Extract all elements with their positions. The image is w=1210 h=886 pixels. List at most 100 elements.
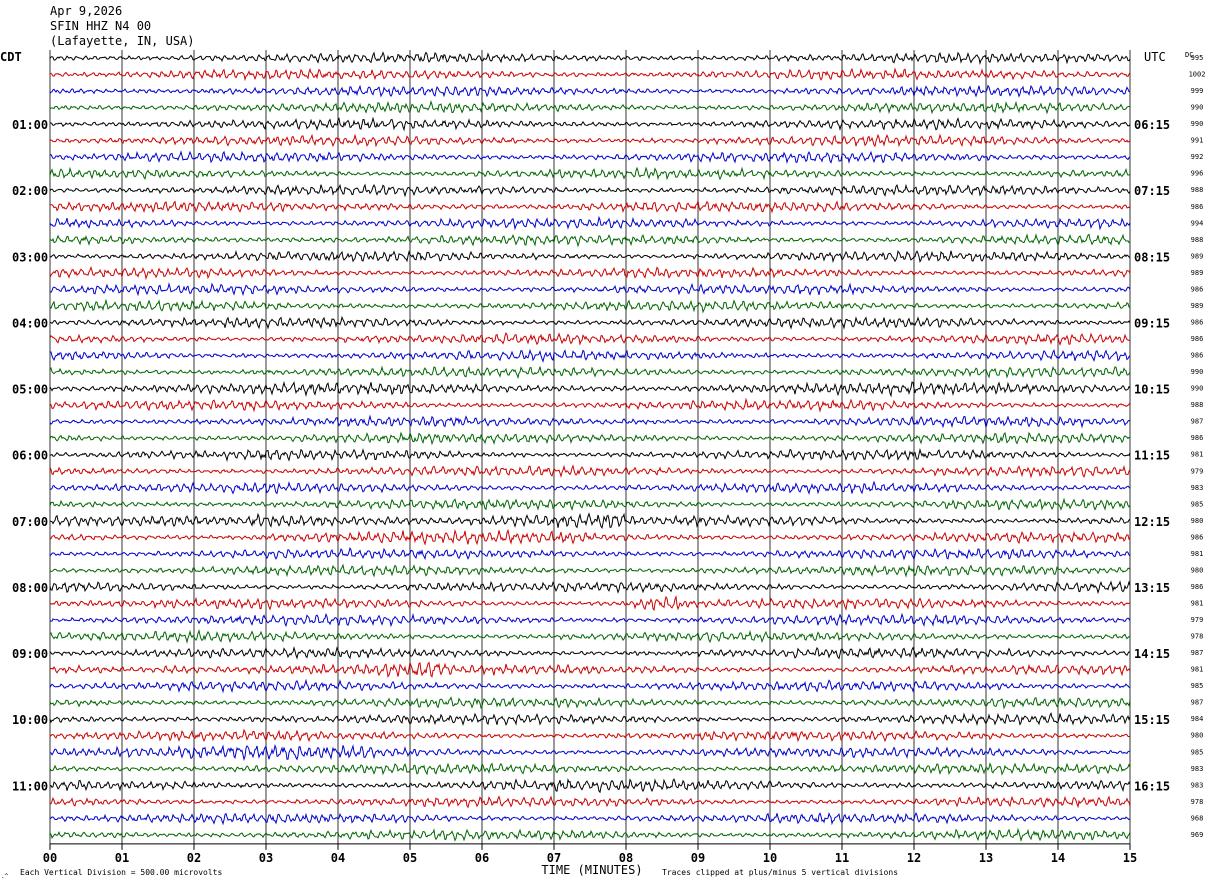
dc-value: 985 <box>1191 682 1204 690</box>
dc-value: 986 <box>1191 533 1204 541</box>
trace-row-11 <box>49 233 1131 248</box>
left-time-label: 07:00 <box>12 515 48 529</box>
x-tick-label: 14 <box>1051 851 1065 865</box>
x-tick-label: 00 <box>43 851 57 865</box>
trace-row-13 <box>49 265 1131 281</box>
left-time-label: 04:00 <box>12 316 48 330</box>
trace-row-39 <box>49 696 1131 710</box>
trace-row-44 <box>49 777 1131 794</box>
dc-value: 986 <box>1191 318 1204 326</box>
trace-row-33 <box>49 595 1131 612</box>
x-tick-label: 04 <box>331 851 345 865</box>
left-time-label: 01:00 <box>12 118 48 132</box>
dc-value: 978 <box>1191 633 1204 641</box>
left-time-label: 10:00 <box>12 713 48 727</box>
trace-row-35 <box>49 628 1131 644</box>
trace-row-26 <box>49 480 1131 495</box>
right-time-label: 12:15 <box>1134 515 1170 529</box>
trace-row-25 <box>49 464 1131 479</box>
dc-value: 986 <box>1191 352 1204 360</box>
dc-value: 981 <box>1191 599 1204 607</box>
x-tick-label: 10 <box>763 851 777 865</box>
right-time-label: 13:15 <box>1134 581 1170 595</box>
right-time-label: 15:15 <box>1134 713 1170 727</box>
x-tick-label: 07 <box>547 851 561 865</box>
dc-value: 995 <box>1191 54 1204 62</box>
dc-value: 999 <box>1191 87 1204 95</box>
dc-value: 969 <box>1191 831 1204 839</box>
dc-value: 994 <box>1191 219 1204 227</box>
dc-value: 992 <box>1191 153 1204 161</box>
trace-row-15 <box>49 298 1131 314</box>
dc-value: 1002 <box>1189 71 1206 79</box>
right-time-label: 14:15 <box>1134 647 1170 661</box>
x-tick-label: 01 <box>115 851 129 865</box>
trace-row-6 <box>49 150 1131 165</box>
trace-row-14 <box>49 282 1131 297</box>
left-time-label: 11:00 <box>12 779 48 793</box>
dc-value: 986 <box>1191 583 1204 591</box>
x-tick-label: 06 <box>475 851 489 865</box>
trace-row-31 <box>49 563 1131 578</box>
dc-value: 983 <box>1191 781 1204 789</box>
dc-value: 989 <box>1191 269 1204 277</box>
trace-row-24 <box>49 447 1131 463</box>
dc-value: 990 <box>1191 368 1204 376</box>
dc-value: 978 <box>1191 798 1204 806</box>
dc-value: 981 <box>1191 550 1204 558</box>
left-time-label: 02:00 <box>12 184 48 198</box>
dc-value: 983 <box>1191 765 1204 773</box>
dc-value: 985 <box>1191 748 1204 756</box>
header-station: SFIN HHZ N4 00 <box>50 19 152 33</box>
trace-row-9 <box>50 200 1131 214</box>
trace-row-21 <box>49 397 1131 413</box>
left-time-label: 09:00 <box>12 647 48 661</box>
dc-value: 988 <box>1191 236 1204 244</box>
trace-row-47 <box>49 827 1131 843</box>
trace-row-7 <box>49 166 1131 181</box>
grid <box>49 50 1131 850</box>
trace-row-40 <box>49 712 1131 727</box>
trace-row-8 <box>49 183 1131 198</box>
right-time-label: 16:15 <box>1134 779 1170 793</box>
dc-value: 979 <box>1191 616 1204 624</box>
right-time-label: 10:15 <box>1134 383 1170 397</box>
dc-value: 979 <box>1191 467 1204 475</box>
trace-row-17 <box>49 331 1131 347</box>
x-tick-label: 09 <box>691 851 705 865</box>
dc-value: 988 <box>1191 401 1204 409</box>
trace-row-30 <box>49 546 1131 561</box>
x-tick-label: 05 <box>403 851 417 865</box>
right-zone-label: UTC <box>1144 50 1166 64</box>
x-tick-label: 13 <box>979 851 993 865</box>
traces <box>49 51 1131 843</box>
x-tick-label: 15 <box>1123 851 1137 865</box>
left-time-label: 06:00 <box>12 449 48 463</box>
right-time-label: 06:15 <box>1134 118 1170 132</box>
right-time-label: 09:15 <box>1134 316 1170 330</box>
dc-value: 983 <box>1191 484 1204 492</box>
trace-row-18 <box>49 348 1131 363</box>
trace-row-27 <box>49 497 1131 511</box>
dc-value: 986 <box>1191 434 1204 442</box>
trace-row-28 <box>49 512 1131 530</box>
dc-value: 990 <box>1191 385 1204 393</box>
dc-value: 984 <box>1191 715 1204 723</box>
right-time-label: 07:15 <box>1134 184 1170 198</box>
trace-row-38 <box>49 678 1131 694</box>
dc-value: 980 <box>1191 566 1204 574</box>
x-tick-label: 02 <box>187 851 201 865</box>
trace-row-20 <box>49 380 1131 398</box>
trace-row-10 <box>49 215 1131 231</box>
trace-row-0 <box>49 51 1131 66</box>
trace-row-19 <box>49 365 1131 380</box>
scale-note: Each Vertical Division = 500.00 microvol… <box>20 868 222 877</box>
trace-row-34 <box>49 612 1131 628</box>
trace-row-29 <box>49 528 1131 546</box>
trace-row-12 <box>49 250 1131 264</box>
labels: 00 01 02 03 04 05 06 07 08 09 10 11 12 13 14 15 995 1002 9… <box>12 54 1205 865</box>
trace-row-3 <box>49 99 1130 115</box>
trace-row-23 <box>49 431 1131 446</box>
x-tick-label: 11 <box>835 851 849 865</box>
dc-value: 980 <box>1191 732 1204 740</box>
